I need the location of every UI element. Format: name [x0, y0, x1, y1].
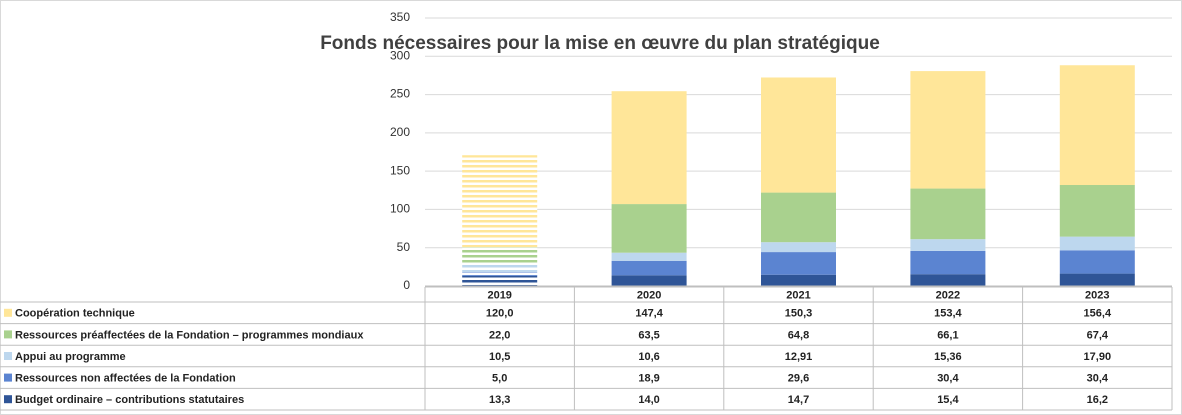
- legend-key: [4, 330, 12, 339]
- table-value: 147,4: [635, 308, 663, 320]
- bar-segment: [462, 247, 538, 264]
- y-tick-label: 200: [390, 125, 410, 139]
- table-value: 64,8: [788, 329, 809, 341]
- table-value: 15,36: [934, 351, 962, 363]
- y-tick-label: 100: [390, 202, 410, 216]
- bar-segment: [611, 91, 687, 205]
- table-value: 13,3: [489, 394, 510, 406]
- table-value: 15,4: [937, 394, 959, 406]
- y-tick-label: 150: [390, 163, 410, 177]
- bar-segment: [1059, 273, 1135, 286]
- bar-segment: [611, 252, 687, 261]
- x-tick-label: 2019: [487, 289, 511, 301]
- table-value: 10,6: [638, 351, 659, 363]
- bar-segment: [1059, 185, 1135, 237]
- x-tick-label: 2022: [936, 289, 960, 301]
- bar-segment: [462, 275, 538, 286]
- legend-label: Appui au programme: [15, 351, 126, 363]
- table-value: 150,3: [785, 308, 813, 320]
- bar-segment: [611, 275, 687, 286]
- bar-segment: [910, 188, 986, 240]
- bar-segment: [761, 192, 836, 243]
- y-tick-label: 350: [390, 10, 410, 24]
- table-value: 30,4: [937, 373, 959, 385]
- bar-segment: [611, 204, 687, 253]
- table-value: 30,4: [1087, 373, 1109, 385]
- table-value: 14,0: [638, 394, 659, 406]
- bar-segment: [462, 271, 538, 276]
- bar-segment: [761, 274, 836, 286]
- bar-segment: [910, 250, 986, 275]
- table-value: 16,2: [1087, 394, 1108, 406]
- legend-key: [4, 395, 12, 404]
- table-value: 14,7: [788, 394, 809, 406]
- bar-segment: [1059, 236, 1135, 251]
- legend-key: [4, 373, 12, 382]
- legend-key: [4, 308, 12, 317]
- table-value: 67,4: [1087, 329, 1109, 341]
- table-value: 17,90: [1084, 351, 1112, 363]
- legend-label: Coopération technique: [15, 308, 135, 320]
- legend-label: Ressources préaffectées de la Fondation …: [15, 329, 364, 341]
- table-value: 12,91: [785, 351, 813, 363]
- bar-segment: [611, 260, 687, 276]
- y-tick-label: 300: [390, 48, 410, 62]
- table-value: 10,5: [489, 351, 510, 363]
- table-value: 156,4: [1084, 308, 1112, 320]
- bar-segment: [1059, 250, 1135, 274]
- x-tick-label: 2020: [637, 289, 661, 301]
- y-tick-label: 250: [390, 87, 410, 101]
- legend-key: [4, 352, 12, 360]
- bar-segment: [761, 77, 836, 193]
- bar-segment: [910, 274, 986, 286]
- table-value: 22,0: [489, 329, 510, 341]
- table-value: 120,0: [486, 308, 514, 320]
- table-value: 66,1: [937, 329, 958, 341]
- chart-title: Fonds nécessaires pour la mise en œuvre …: [320, 33, 880, 54]
- table-value: 5,0: [492, 373, 507, 385]
- table-value: 18,9: [638, 373, 659, 385]
- bar-segment: [910, 239, 986, 251]
- bar-segment: [462, 263, 538, 272]
- x-tick-label: 2021: [786, 289, 810, 301]
- bar-segment: [1059, 65, 1135, 186]
- bar-segment: [761, 242, 836, 253]
- legend-label: Budget ordinaire – contributions statuta…: [15, 394, 244, 406]
- y-tick-label: 0: [403, 278, 410, 292]
- y-tick-label: 50: [397, 240, 411, 254]
- table-value: 153,4: [934, 308, 962, 320]
- table-value: 29,6: [788, 373, 809, 385]
- bar-segment: [761, 252, 836, 275]
- bar-segment: [462, 155, 538, 248]
- x-tick-label: 2023: [1085, 289, 1109, 301]
- bar-segment: [910, 71, 986, 189]
- legend-label: Ressources non affectées de la Fondation: [15, 373, 236, 385]
- table-value: 63,5: [638, 329, 659, 341]
